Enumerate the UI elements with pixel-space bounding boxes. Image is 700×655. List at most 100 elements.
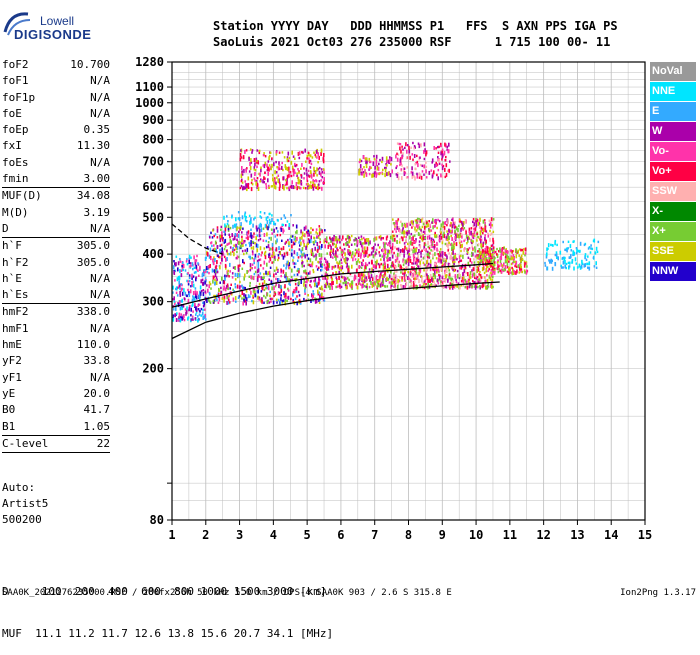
param-value: N/A bbox=[90, 288, 110, 302]
echo-point bbox=[223, 285, 225, 290]
echo-point bbox=[411, 241, 413, 246]
echo-point bbox=[311, 156, 314, 159]
echo-point bbox=[342, 281, 344, 285]
echo-point bbox=[229, 226, 232, 230]
echo-point bbox=[343, 279, 346, 282]
echo-point bbox=[301, 231, 304, 234]
echo-point bbox=[354, 243, 356, 246]
param-name: hmF2 bbox=[2, 305, 29, 319]
echo-point bbox=[402, 227, 404, 230]
echo-point bbox=[487, 282, 489, 285]
echo-point bbox=[303, 282, 305, 287]
echo-point bbox=[280, 294, 282, 297]
echo-point bbox=[300, 276, 303, 279]
echo-point bbox=[195, 277, 197, 282]
echo-point bbox=[487, 233, 490, 238]
echo-point bbox=[247, 183, 249, 188]
echo-point bbox=[300, 182, 302, 186]
echo-point bbox=[315, 253, 317, 258]
echo-point bbox=[430, 243, 433, 246]
echo-point bbox=[285, 274, 287, 279]
echo-point bbox=[297, 176, 300, 181]
echo-point bbox=[269, 154, 271, 158]
echo-point bbox=[405, 142, 407, 147]
echo-point bbox=[479, 271, 481, 274]
echo-point bbox=[257, 255, 260, 258]
y-tick-label: 700 bbox=[142, 155, 164, 169]
echo-point bbox=[190, 318, 193, 321]
echo-point bbox=[254, 242, 256, 245]
echo-point bbox=[288, 156, 291, 160]
echo-point bbox=[304, 292, 306, 295]
echo-point bbox=[291, 180, 293, 185]
echo-point bbox=[485, 230, 488, 233]
echo-point bbox=[575, 262, 578, 265]
echo-point bbox=[259, 172, 261, 177]
echo-point bbox=[391, 230, 394, 233]
echo-point bbox=[253, 177, 256, 180]
param-row: foEp 0.35 bbox=[2, 122, 110, 138]
echo-point bbox=[307, 294, 309, 297]
echo-point bbox=[304, 288, 306, 293]
echo-point bbox=[485, 279, 487, 283]
echo-point bbox=[320, 148, 323, 153]
echo-point bbox=[448, 241, 450, 245]
echo-point bbox=[281, 239, 283, 242]
echo-point bbox=[468, 285, 471, 289]
echo-point bbox=[341, 276, 344, 279]
echo-point bbox=[300, 241, 302, 246]
echo-point bbox=[320, 260, 322, 263]
echo-point bbox=[214, 258, 216, 262]
echo-point bbox=[234, 296, 237, 301]
echo-point bbox=[242, 301, 244, 306]
echo-point bbox=[218, 289, 221, 292]
legend-item-w: W bbox=[650, 122, 696, 141]
echo-point bbox=[484, 255, 487, 258]
echo-point bbox=[250, 275, 252, 280]
echo-point bbox=[183, 297, 186, 300]
echo-point bbox=[179, 260, 182, 263]
echo-point bbox=[192, 284, 194, 288]
echo-point bbox=[245, 301, 247, 306]
echo-point bbox=[206, 252, 209, 256]
echo-point bbox=[369, 240, 371, 245]
echo-point bbox=[491, 253, 494, 258]
echo-point bbox=[274, 285, 277, 288]
echo-point bbox=[335, 285, 337, 289]
echo-point bbox=[409, 235, 411, 240]
param-name: C-level bbox=[2, 436, 49, 450]
echo-point bbox=[451, 237, 453, 241]
echo-point bbox=[423, 149, 425, 154]
echo-point bbox=[175, 287, 177, 291]
echo-point bbox=[325, 284, 327, 288]
echo-point bbox=[256, 159, 258, 163]
echo-point bbox=[456, 232, 459, 235]
echo-point bbox=[377, 284, 379, 287]
echo-point bbox=[298, 241, 300, 244]
echo-point bbox=[264, 255, 267, 260]
echo-point bbox=[484, 225, 487, 228]
echo-point bbox=[278, 246, 280, 251]
echo-point bbox=[484, 234, 486, 237]
echo-point bbox=[358, 236, 360, 239]
echo-point bbox=[477, 260, 479, 264]
echo-point bbox=[409, 259, 412, 263]
echo-point bbox=[286, 174, 289, 179]
echo-point bbox=[252, 288, 255, 293]
echo-point bbox=[521, 257, 524, 261]
echo-point bbox=[187, 318, 189, 321]
echo-point bbox=[486, 248, 489, 253]
echo-point bbox=[506, 257, 509, 262]
echo-point bbox=[575, 247, 578, 250]
echo-point bbox=[472, 235, 475, 240]
echo-point bbox=[427, 251, 430, 256]
echo-point bbox=[336, 280, 338, 285]
echo-point bbox=[297, 151, 300, 156]
echo-point bbox=[308, 152, 310, 157]
echo-point bbox=[313, 169, 316, 173]
echo-point bbox=[378, 172, 381, 176]
echo-point bbox=[479, 285, 481, 290]
echo-point bbox=[339, 241, 341, 244]
echo-point bbox=[209, 293, 211, 296]
echo-point bbox=[314, 277, 317, 282]
